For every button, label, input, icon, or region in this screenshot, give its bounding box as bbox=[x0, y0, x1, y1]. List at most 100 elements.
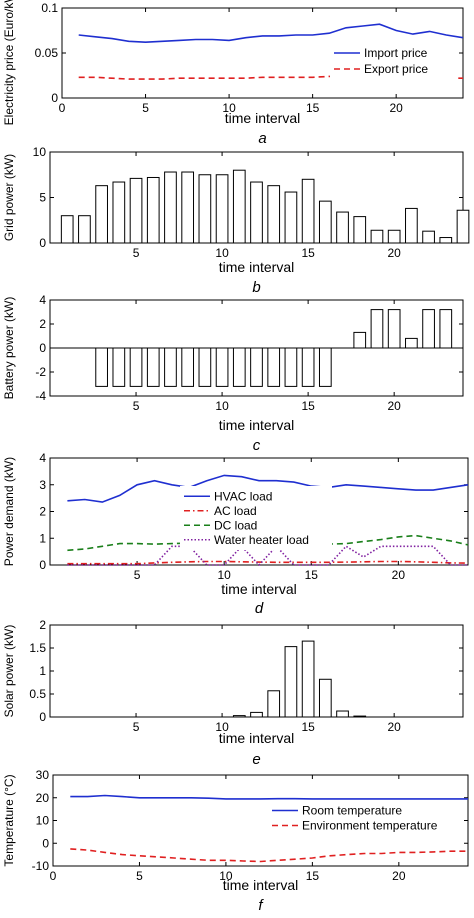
bar bbox=[387, 309, 401, 349]
x-tick-label: 20 bbox=[387, 720, 401, 734]
x-tick-label: 10 bbox=[222, 101, 236, 115]
series-line bbox=[70, 794, 468, 800]
bar bbox=[164, 171, 177, 244]
bar bbox=[164, 347, 177, 387]
x-tick-label: 5 bbox=[134, 568, 141, 582]
y-tick-label: 1.5 bbox=[29, 641, 46, 655]
y-tick-label: 30 bbox=[36, 768, 50, 782]
panel-a: 0 5 10 15 20 0 0.05 0.1 time interval Electricity… bbox=[2, 0, 464, 147]
bar bbox=[198, 174, 212, 244]
y-axis-label: Power demand (kW) bbox=[2, 457, 16, 566]
y-tick-label: 1 bbox=[39, 531, 46, 545]
bar bbox=[250, 347, 263, 387]
x-tick-label: 20 bbox=[387, 246, 401, 260]
panel-e: 5 10 15 20 0 0.5 1 1.5 2 time interval Solar power… bbox=[2, 618, 464, 768]
y-tick-label: 0.1 bbox=[41, 1, 58, 15]
x-tick-label: 10 bbox=[219, 869, 233, 883]
y-axis-label: Solar power (kW) bbox=[2, 625, 16, 718]
series-line bbox=[78, 23, 464, 44]
panel-c: 5 10 15 20 -4 -2 0 2 4 time interval Battery power… bbox=[2, 293, 464, 454]
bar bbox=[146, 347, 160, 387]
series-line bbox=[67, 545, 468, 567]
y-tick-label: 0 bbox=[42, 836, 49, 850]
legend-label: Environment temperature bbox=[302, 819, 438, 833]
bar bbox=[284, 347, 298, 387]
x-axis-label: time interval bbox=[223, 877, 298, 893]
y-tick-label: 1 bbox=[39, 664, 46, 678]
bar bbox=[439, 237, 453, 244]
x-tick-label: 20 bbox=[387, 399, 401, 413]
x-tick-label: 0 bbox=[59, 101, 66, 115]
x-tick-label: 5 bbox=[136, 869, 143, 883]
x-tick-label: 20 bbox=[389, 101, 403, 115]
x-tick-label: 5 bbox=[133, 399, 140, 413]
bar bbox=[267, 185, 281, 244]
bar bbox=[112, 181, 126, 244]
bar bbox=[267, 347, 281, 387]
y-tick-label: 4 bbox=[39, 451, 46, 465]
x-axis-label: time interval bbox=[221, 581, 296, 597]
x-tick-label: 10 bbox=[215, 246, 229, 260]
bar bbox=[146, 176, 160, 244]
bar bbox=[78, 215, 91, 244]
y-tick-label: 4 bbox=[39, 293, 46, 307]
x-tick-label: 0 bbox=[50, 869, 57, 883]
y-tick-label: 0 bbox=[51, 91, 58, 105]
x-tick-label: 15 bbox=[305, 568, 319, 582]
panel-label: e bbox=[252, 751, 260, 768]
x-tick-label: 15 bbox=[301, 720, 315, 734]
y-axis-label: Electricity price (Euro/kWh) bbox=[2, 0, 16, 125]
legend-label: Water heater load bbox=[214, 533, 309, 547]
bar bbox=[456, 209, 470, 244]
bar bbox=[405, 207, 418, 244]
bar bbox=[112, 347, 126, 387]
bar bbox=[250, 181, 263, 244]
bar bbox=[284, 646, 298, 718]
panel-label: b bbox=[252, 279, 260, 296]
x-axis-label: time interval bbox=[219, 417, 294, 433]
legend-box bbox=[330, 42, 458, 80]
y-tick-label: 0 bbox=[39, 236, 46, 250]
bar bbox=[422, 309, 435, 349]
x-tick-label: 15 bbox=[301, 246, 315, 260]
bar bbox=[301, 347, 315, 387]
x-tick-label: 5 bbox=[133, 246, 140, 260]
bar bbox=[95, 185, 108, 244]
bar bbox=[353, 715, 367, 718]
legend-label: HVAC load bbox=[214, 489, 272, 503]
bar bbox=[336, 211, 349, 244]
panel-label: c bbox=[253, 437, 261, 454]
panel-label: f bbox=[258, 897, 264, 914]
bar bbox=[301, 178, 315, 244]
panel-label: a bbox=[258, 130, 266, 147]
y-tick-label: 20 bbox=[36, 791, 50, 805]
x-tick-label: 15 bbox=[306, 101, 320, 115]
bar bbox=[129, 347, 143, 387]
y-tick-label: 0.5 bbox=[29, 687, 46, 701]
legend-label: Room temperature bbox=[302, 804, 402, 818]
y-tick-label: 5 bbox=[39, 191, 46, 205]
y-axis-label: Battery power (kW) bbox=[2, 297, 16, 400]
legend-box bbox=[268, 800, 464, 836]
bar bbox=[318, 347, 332, 387]
x-tick-label: 5 bbox=[142, 101, 149, 115]
series-line bbox=[70, 848, 468, 863]
bar bbox=[370, 309, 384, 349]
y-tick-label: 0 bbox=[39, 710, 46, 724]
plot-area bbox=[49, 624, 464, 718]
bar bbox=[250, 711, 263, 718]
bar bbox=[405, 337, 418, 349]
legend-label: DC load bbox=[214, 518, 257, 532]
bar bbox=[387, 229, 401, 244]
y-tick-label: 3 bbox=[39, 478, 46, 492]
bar bbox=[370, 229, 384, 244]
y-tick-label: 0.05 bbox=[35, 46, 59, 60]
bar bbox=[318, 200, 332, 244]
x-axis-label: time interval bbox=[219, 259, 294, 275]
x-tick-label: 15 bbox=[301, 399, 315, 413]
